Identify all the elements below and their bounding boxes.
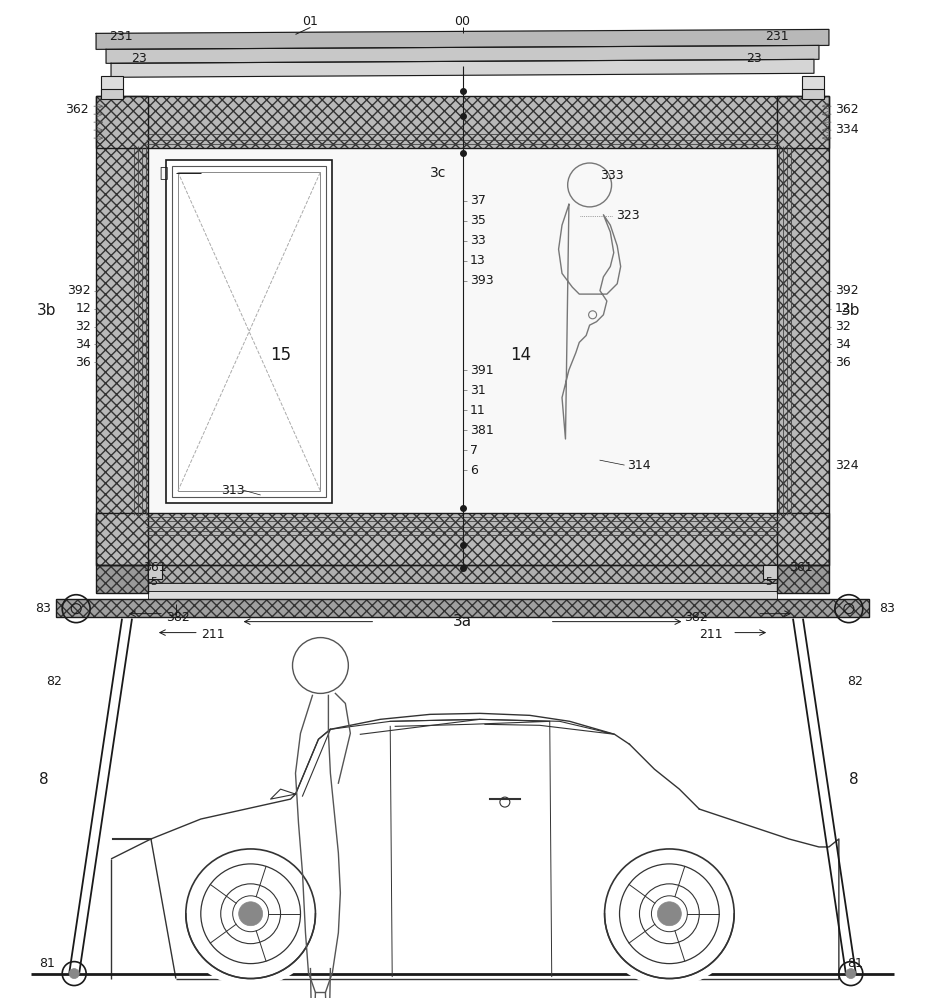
Text: 34: 34 — [75, 338, 92, 351]
Text: 82: 82 — [46, 675, 62, 688]
Text: 382: 382 — [684, 611, 708, 624]
Text: 211: 211 — [201, 628, 225, 641]
Polygon shape — [96, 29, 829, 49]
Text: 3a: 3a — [453, 614, 472, 629]
Bar — [802, 76, 824, 98]
Text: 361: 361 — [789, 561, 813, 574]
Text: 5: 5 — [150, 577, 157, 587]
Bar — [777, 96, 829, 565]
Text: 34: 34 — [835, 338, 851, 351]
Text: 81: 81 — [847, 957, 863, 970]
Text: 231: 231 — [765, 30, 789, 43]
Bar — [96, 96, 829, 148]
Text: 33: 33 — [470, 234, 486, 247]
Bar — [777, 96, 829, 565]
Circle shape — [69, 969, 80, 979]
Text: 14: 14 — [510, 346, 531, 364]
Bar — [148, 565, 162, 579]
Text: 13: 13 — [470, 254, 486, 267]
Text: 7: 7 — [470, 444, 478, 457]
Text: 15: 15 — [271, 346, 291, 364]
Text: 391: 391 — [470, 364, 494, 377]
Text: 324: 324 — [835, 459, 858, 472]
Bar — [96, 96, 148, 565]
Text: 23: 23 — [131, 52, 147, 65]
Bar — [802, 89, 824, 99]
Text: 12: 12 — [835, 302, 851, 315]
Text: 362: 362 — [835, 103, 858, 116]
Text: 334: 334 — [835, 123, 858, 136]
Text: 8: 8 — [39, 772, 49, 787]
Text: 361: 361 — [143, 561, 166, 574]
Text: 381: 381 — [470, 424, 494, 437]
Text: 382: 382 — [166, 611, 190, 624]
Polygon shape — [111, 59, 814, 77]
Text: 83: 83 — [879, 602, 894, 615]
Bar — [56, 599, 869, 617]
Bar — [178, 172, 320, 491]
Bar — [101, 89, 123, 99]
Text: 323: 323 — [617, 209, 640, 222]
Text: 362: 362 — [66, 103, 89, 116]
Text: 6: 6 — [470, 464, 478, 477]
Circle shape — [239, 902, 263, 926]
Polygon shape — [106, 45, 819, 63]
Text: 36: 36 — [835, 356, 851, 369]
Bar — [777, 565, 829, 593]
Text: 392: 392 — [68, 284, 92, 297]
Text: 31: 31 — [470, 384, 486, 397]
Bar — [148, 591, 777, 599]
Text: 81: 81 — [39, 957, 56, 970]
Text: 8: 8 — [849, 772, 858, 787]
Circle shape — [845, 969, 856, 979]
Text: 水: 水 — [159, 166, 167, 180]
Text: 393: 393 — [470, 274, 494, 287]
Text: 00: 00 — [454, 15, 471, 28]
Circle shape — [658, 902, 682, 926]
Bar — [96, 513, 829, 565]
Text: 82: 82 — [847, 675, 863, 688]
Text: 36: 36 — [75, 356, 92, 369]
Text: 3b: 3b — [37, 303, 56, 318]
Text: 83: 83 — [35, 602, 51, 615]
Bar — [763, 565, 777, 579]
Bar — [148, 565, 777, 583]
Text: 392: 392 — [835, 284, 858, 297]
Bar — [96, 96, 148, 565]
Text: 3c: 3c — [430, 166, 447, 180]
Bar — [56, 599, 869, 617]
Text: 01: 01 — [302, 15, 318, 28]
Text: 313: 313 — [221, 484, 244, 497]
Text: 314: 314 — [627, 459, 651, 472]
Bar — [96, 513, 829, 565]
Bar — [101, 76, 123, 98]
Bar — [777, 565, 829, 593]
Text: 32: 32 — [75, 320, 92, 333]
Text: 231: 231 — [109, 30, 132, 43]
Text: 23: 23 — [746, 52, 762, 65]
Text: 333: 333 — [599, 169, 623, 182]
Text: 211: 211 — [699, 628, 723, 641]
Bar — [166, 160, 332, 503]
Bar — [148, 565, 777, 583]
Bar — [148, 148, 777, 513]
Text: 11: 11 — [470, 404, 486, 417]
Bar — [96, 96, 829, 148]
Text: 32: 32 — [835, 320, 851, 333]
Text: 12: 12 — [75, 302, 92, 315]
Bar — [148, 583, 777, 591]
Bar — [96, 565, 148, 593]
Text: 5: 5 — [765, 577, 772, 587]
Bar — [96, 565, 148, 593]
Text: 3b: 3b — [841, 303, 860, 318]
Bar — [172, 166, 327, 497]
Text: 35: 35 — [470, 214, 486, 227]
Text: 37: 37 — [470, 194, 486, 207]
